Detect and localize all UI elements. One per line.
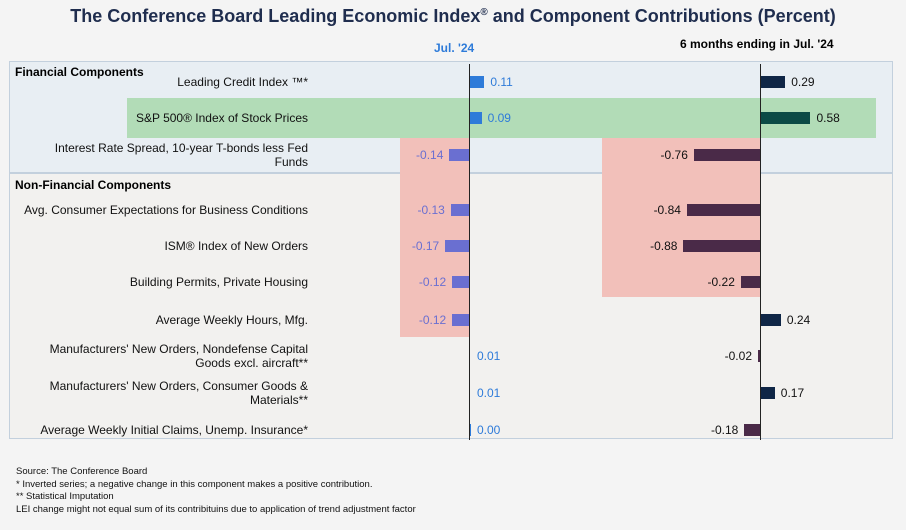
note-inverted: * Inverted series; a negative change in … [16,478,373,490]
six-month-bar [760,76,786,88]
row-label-line: ISM® Index of New Orders [164,239,308,253]
six-month-value-label: -0.18 [710,423,739,437]
title-main: The Conference Board Leading Economic In… [70,6,481,26]
six-month-value-label: -0.02 [724,349,752,363]
month-bar [452,276,469,288]
month-bar [469,424,471,436]
row-label-line: Goods excl. aircraft** [195,356,308,370]
row-label-line: Manufacturers' New Orders, Consumer Good… [49,379,308,393]
six-month-bar [683,240,760,252]
six-month-bar [744,424,760,436]
month-value-label: 0.00 [477,423,501,437]
six-month-value-label: 0.29 [791,75,815,89]
row-label: Average Weekly Hours, Mfg. [8,313,308,327]
six-month-value-label: -0.84 [653,203,681,217]
month-bar [449,149,469,161]
row-label: S&P 500® Index of Stock Prices [8,111,308,125]
note-source: Source: The Conference Board [16,466,148,477]
col-header-6month: 6 months ending in Jul. '24 [680,37,834,51]
six-month-value-label: 0.17 [780,386,805,400]
six-month-bar [760,112,811,124]
axis-6month-zero [760,64,761,440]
chart-title: The Conference Board Leading Economic In… [0,6,906,27]
month-bar [450,204,469,216]
note-trend: LEI change might not equal sum of its co… [16,503,416,515]
row-label-line: Leading Credit Index ™* [177,75,308,89]
six-month-value-label: -0.88 [650,239,678,253]
row-label-line: Manufacturers' New Orders, Nondefense Ca… [49,342,308,356]
row-label-line: S&P 500® Index of Stock Prices [135,111,308,125]
highlight-6month-negative [602,135,760,297]
month-value-label: -0.12 [418,275,447,289]
highlight-month-negative [400,135,469,337]
six-month-bar [760,387,775,399]
month-bar [452,314,469,326]
six-month-bar [693,149,760,161]
six-month-bar [740,276,760,288]
footnotes: Source: The Conference Board * Inverted … [16,466,416,516]
row-label: Interest Rate Spread, 10-year T-bonds le… [8,141,308,169]
month-value-label: -0.17 [411,239,440,253]
month-value-label: -0.12 [418,313,447,327]
month-value-label: 0.01 [477,349,501,363]
six-month-value-label: -0.76 [660,148,688,162]
row-label: ISM® Index of New Orders [8,239,308,253]
highlight-sp500-row [127,98,876,138]
row-label-line: Materials** [249,393,308,407]
month-bar [469,76,485,88]
row-label: Building Permits, Private Housing [8,275,308,289]
month-value-label: 0.01 [477,386,501,400]
axis-month-zero [469,64,470,440]
section-financial: Financial Components [15,65,144,79]
row-label: Average Weekly Initial Claims, Unemp. In… [8,423,308,437]
month-value-label: -0.14 [416,148,444,162]
month-value-label: 0.11 [490,75,513,89]
row-label-line: Avg. Consumer Expectations for Business … [24,203,308,217]
row-label-line: Funds [274,155,308,169]
month-bar [469,112,482,124]
row-label-line: Building Permits, Private Housing [129,275,308,289]
title-suffix: and Component Contributions (Percent) [487,6,836,26]
note-imputation: ** Statistical Imputation [16,491,114,502]
col-header-month: Jul. '24 [434,41,475,55]
row-label: Avg. Consumer Expectations for Business … [8,203,308,217]
six-month-value-label: -0.22 [707,275,735,289]
month-value-label: -0.13 [417,203,445,217]
six-month-value-label: 0.24 [786,313,811,327]
six-month-bar [758,350,760,362]
six-month-bar [686,204,760,216]
month-value-label: 0.09 [487,111,511,125]
row-label: Manufacturers' New Orders, Nondefense Ca… [8,342,308,370]
row-label-line: Average Weekly Hours, Mfg. [155,313,308,327]
title-mark: ® [480,7,488,18]
row-label: Manufacturers' New Orders, Consumer Good… [8,379,308,407]
six-month-value-label: 0.58 [816,111,840,125]
row-label-line: Interest Rate Spread, 10-year T-bonds le… [54,141,308,155]
row-label: Leading Credit Index ™* [8,75,308,89]
row-label-line: Average Weekly Initial Claims, Unemp. In… [40,423,308,437]
month-bar [445,240,469,252]
six-month-bar [760,314,781,326]
section-nonfinancial: Non-Financial Components [15,178,171,192]
